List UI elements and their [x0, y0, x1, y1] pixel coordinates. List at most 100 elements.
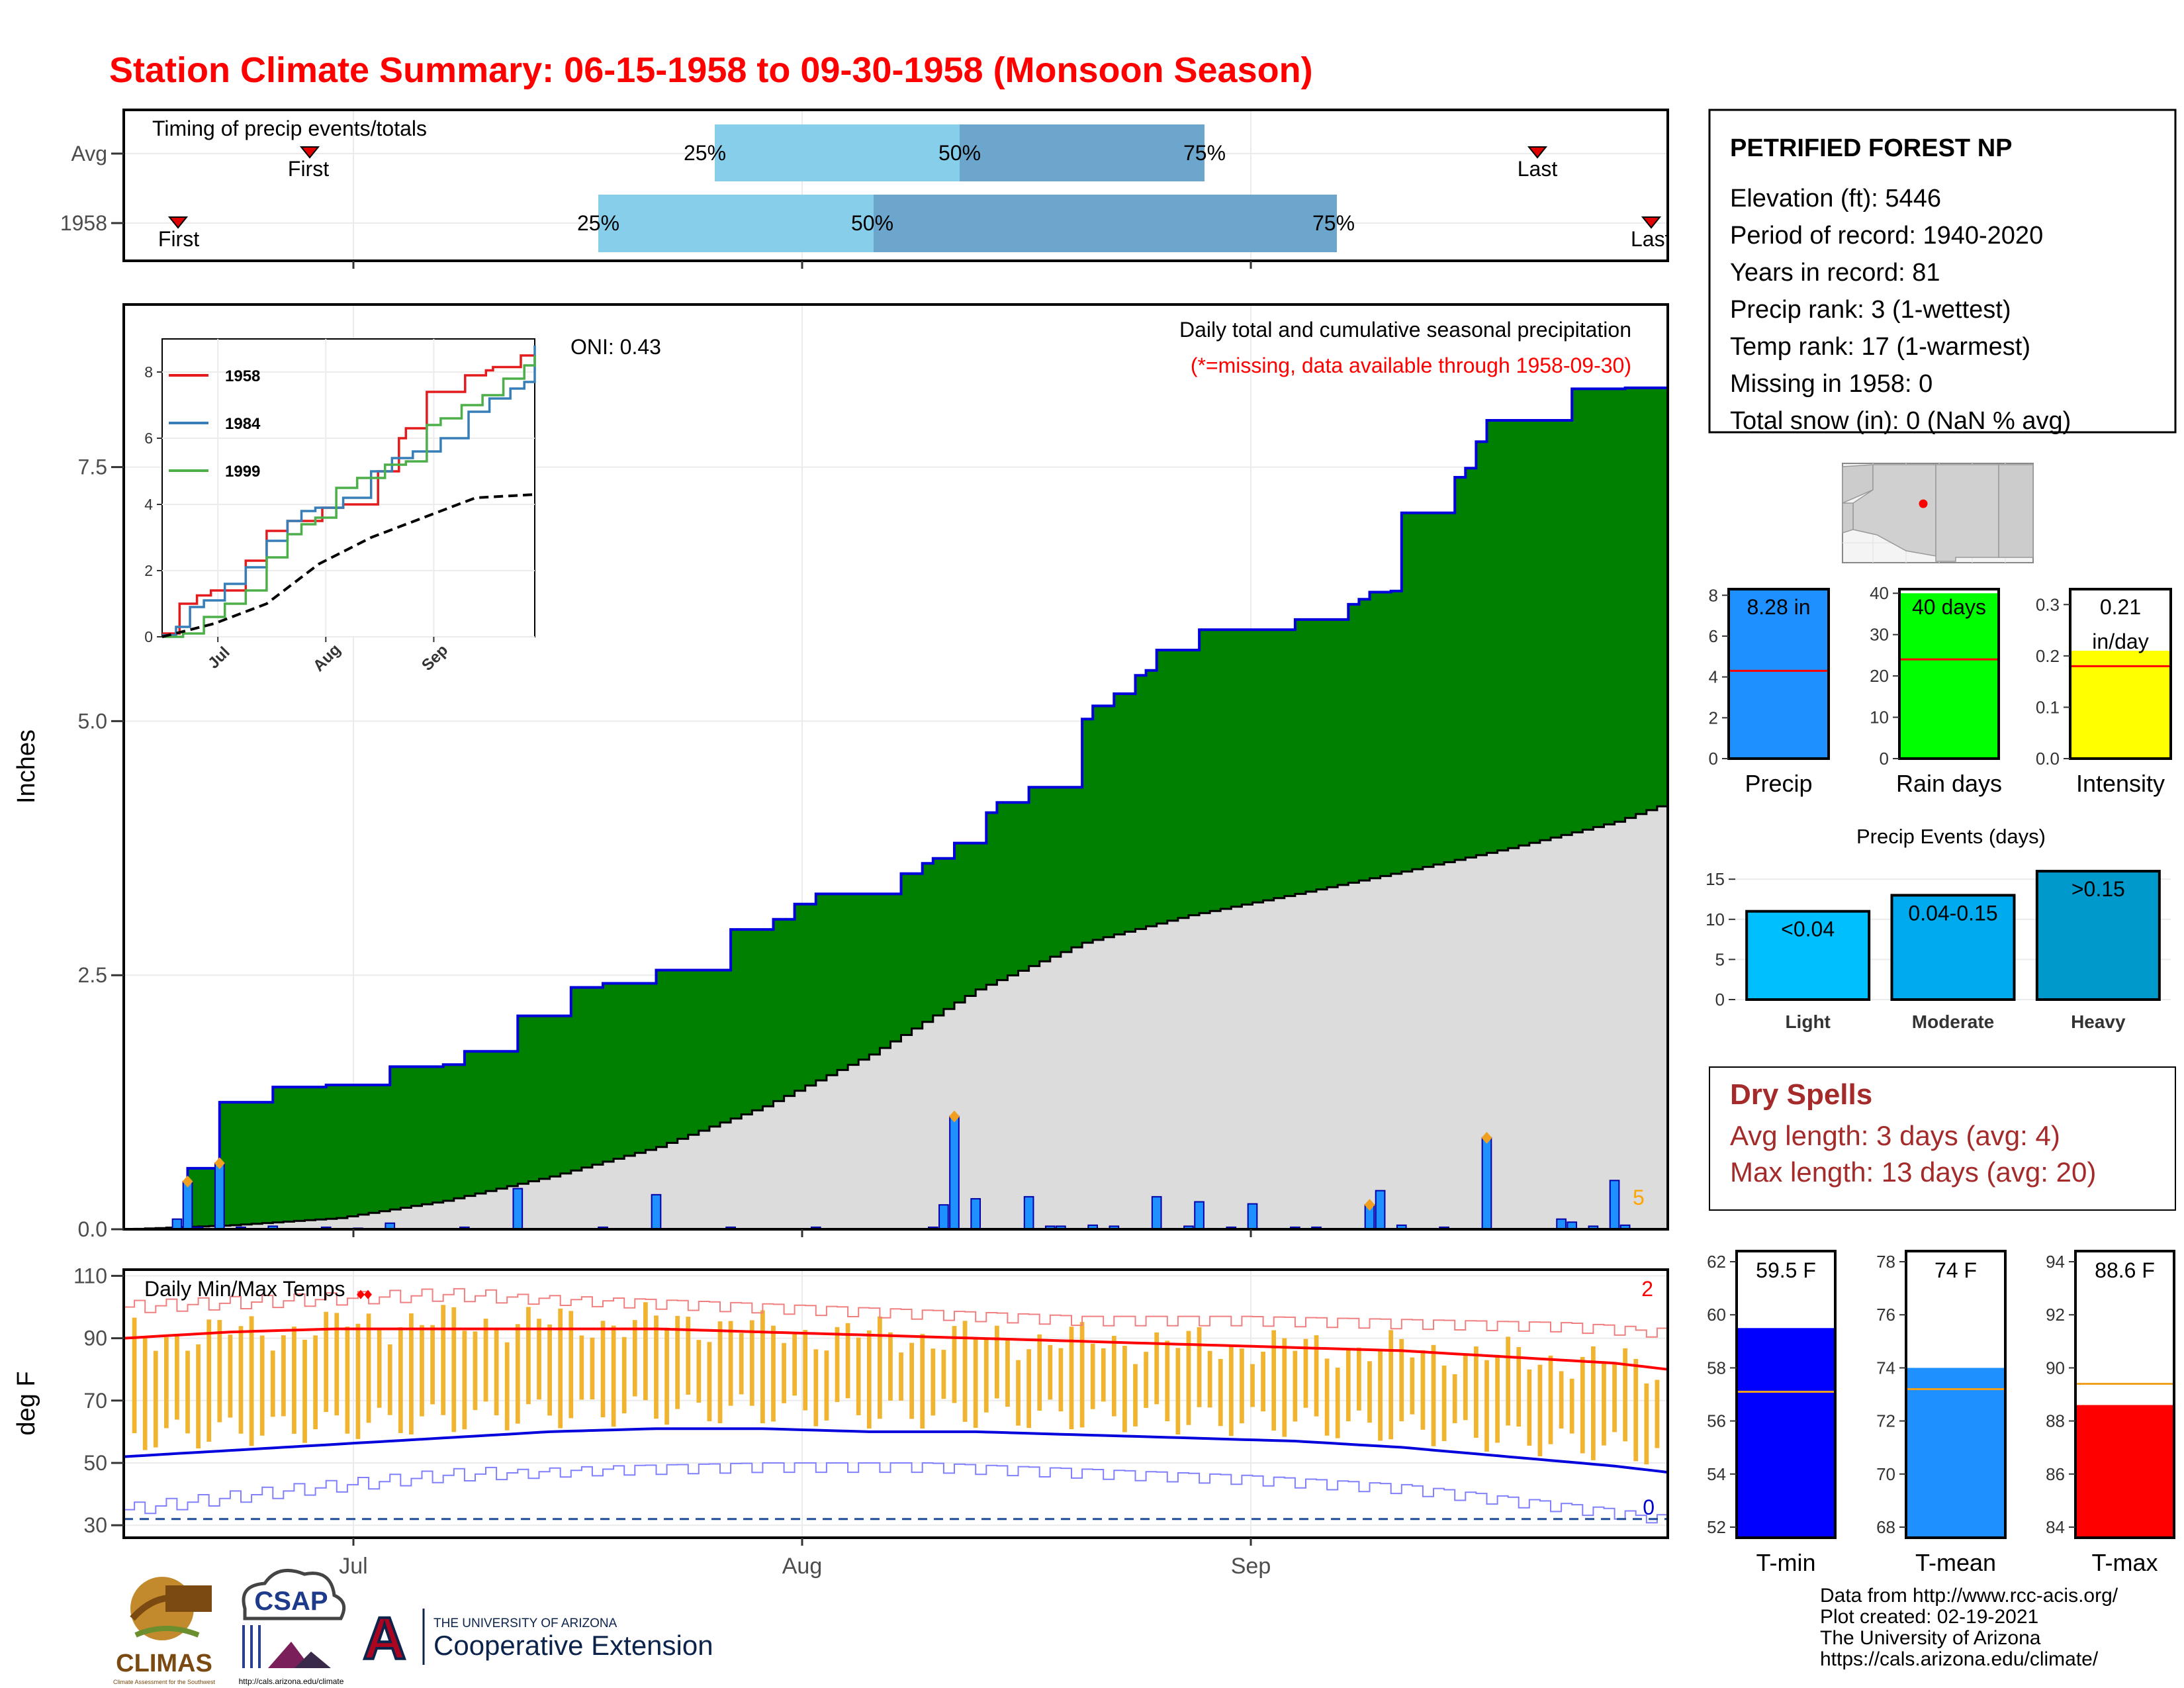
daily-temp-bar [600, 1321, 606, 1418]
precip-legend-note: (*=missing, data available through 1958-… [1191, 353, 1631, 377]
events-category-label: Light [1785, 1011, 1830, 1032]
daily-temp-bar [1345, 1350, 1351, 1422]
daily-temp-bar [1111, 1336, 1116, 1417]
daily-temp-bar [931, 1348, 936, 1416]
temp-summary-tmax: 84 86 88 90 92 94 88.6 F T-max [2046, 1250, 2175, 1576]
temp-summary-ytick-label: 84 [2046, 1517, 2065, 1537]
daily-temp-bar [1122, 1346, 1127, 1432]
daily-temp-bar [632, 1320, 637, 1397]
precip-1958-line [124, 386, 1668, 1231]
daily-temp-bar [803, 1330, 808, 1411]
record-high-count: 2 [1641, 1277, 1653, 1301]
summary-bar-ytick-label: 8 [1709, 585, 1718, 605]
temp-summary-ytick-label: 60 [1707, 1305, 1726, 1325]
daily-temp-bar [1335, 1368, 1340, 1438]
inset-ytick-label: 2 [144, 562, 153, 579]
daily-temp-bar [973, 1338, 978, 1428]
daily-temp-bar [899, 1352, 903, 1401]
climas-logo: CLIMAS Climate Assessment for the Southw… [113, 1577, 216, 1685]
daily-temp-bar [664, 1327, 669, 1425]
temp-summary-ytick-label: 70 [1876, 1464, 1895, 1484]
temp-summary-fill [1906, 1368, 2005, 1538]
daily-temp-bar [1644, 1383, 1649, 1465]
daily-temp-bar [473, 1331, 478, 1411]
daily-temp-bar [1261, 1351, 1265, 1412]
events-ytick-label: 15 [1706, 869, 1725, 889]
daily-temp-bar [377, 1330, 382, 1408]
daily-precip-bar [1247, 1203, 1258, 1230]
temp-summary-ytick-label: 88 [2046, 1411, 2065, 1431]
daily-temp-bar [1452, 1374, 1457, 1423]
xtick-aug: Aug [782, 1554, 823, 1579]
daily-temp-bar [1090, 1343, 1095, 1409]
daily-precip-bar [1151, 1196, 1162, 1231]
daily-precip-bar [1023, 1196, 1034, 1231]
events-ytick-label: 10 [1706, 910, 1725, 929]
daily-precip-bar [512, 1188, 523, 1230]
footer-line-1: Data from http://www.rcc-acis.org/ [1820, 1585, 2118, 1607]
precip-panel: 0.0 2.5 5.0 7.5 Daily total and cumulative … [13, 303, 1669, 1241]
footer-line-2: Plot created: 02-19-2021 [1820, 1606, 2038, 1628]
daily-temp-bar [1495, 1354, 1500, 1443]
ua-extension: Cooperative Extension [433, 1630, 713, 1661]
daily-temp-bar [355, 1323, 361, 1439]
daily-temp-bar [1026, 1349, 1031, 1429]
temp-summary-ytick-label: 78 [1876, 1252, 1895, 1272]
station-info-box: PETRIFIED FOREST NP Elevation (ft): 5446… [1708, 109, 2177, 435]
avg-last-label: Last [1518, 157, 1558, 181]
avg-p25-label: 25% [684, 141, 726, 165]
daily-precip-bar [938, 1204, 949, 1230]
daily-temp-bar [686, 1317, 691, 1395]
daily-temp-bar [569, 1311, 574, 1419]
csap-url: http://cals.arizona.edu/climate [239, 1677, 344, 1686]
csap-logo: CSAP http://cals.arizona.edu/climate [239, 1568, 346, 1686]
temp-summary-value: 59.5 F [1756, 1258, 1816, 1282]
temp-summary-tmin: 52 54 56 58 60 62 59.5 F T-min [1707, 1250, 1837, 1576]
precip-ytick-label: 7.5 [78, 455, 107, 479]
daily-temp-bar [153, 1350, 158, 1448]
inset-legend-label: 1984 [225, 415, 261, 433]
temp-summary-ytick-label: 90 [2046, 1358, 2065, 1378]
temp-summary-frame [1735, 1250, 1837, 1539]
precip-panel-border [122, 303, 1669, 1231]
daily-temp-bar [249, 1316, 254, 1446]
station-years: Years in record: 81 [1730, 259, 1940, 287]
daily-temp-bar [1165, 1340, 1170, 1421]
daily-temp-bar [621, 1336, 627, 1414]
summary-bar-label: Precip [1745, 770, 1812, 797]
daily-temp-bar [1293, 1350, 1298, 1422]
daily-temp-bar [1271, 1330, 1277, 1431]
daily-temp-bar [1016, 1360, 1021, 1426]
precip-legend-title: Daily total and cumulative seasonal prec… [1179, 318, 1631, 342]
daily-temp-bar [547, 1324, 552, 1416]
summary-bar-intensity: 0.0 0.1 0.2 0.3 0.21 in/day Intensity [2036, 588, 2172, 797]
y1958-first-label: First [158, 227, 199, 251]
daily-precip-bar [182, 1180, 193, 1231]
daily-temp-bar [1527, 1369, 1532, 1446]
extreme-count-label: 5 [1633, 1186, 1645, 1209]
csap-wordmark: CSAP [254, 1587, 328, 1616]
timing-panel-border [122, 109, 1669, 262]
daily-temp-bar [1441, 1365, 1447, 1441]
y1958-50-75-bar [874, 195, 1337, 252]
daily-temp-bar [1186, 1331, 1191, 1425]
events-category-label: Moderate [1912, 1011, 1994, 1032]
inset-line-avg [161, 493, 535, 638]
station-precip-rank: Precip rank: 3 (1-wettest) [1730, 296, 2011, 324]
daily-temp-bar [845, 1323, 850, 1399]
temp-summary-label: T-min [1756, 1549, 1816, 1576]
dry-spells-max: Max length: 13 days (avg: 20) [1730, 1156, 2096, 1188]
extreme-precip-marker [948, 1110, 960, 1123]
daily-precip-bar [1609, 1180, 1620, 1231]
daily-precip-bar [1375, 1190, 1386, 1230]
avg-p75-label: 75% [1183, 141, 1226, 165]
inset-ytick-label: 0 [144, 628, 153, 645]
record-high-line [124, 1288, 1668, 1338]
summary-bar-rain_days: 0 10 20 30 40 40 days Rain days [1870, 583, 2002, 797]
daily-temp-bar [302, 1339, 307, 1443]
avg-50-75-bar [960, 124, 1205, 181]
events-bar-heavy [2035, 870, 2161, 1001]
arizona-map [1842, 463, 2034, 563]
precip-ytick-label: 5.0 [78, 709, 107, 733]
dry-spells-box: Dry Spells Avg length: 3 days (avg: 4) M… [1709, 1066, 2176, 1211]
